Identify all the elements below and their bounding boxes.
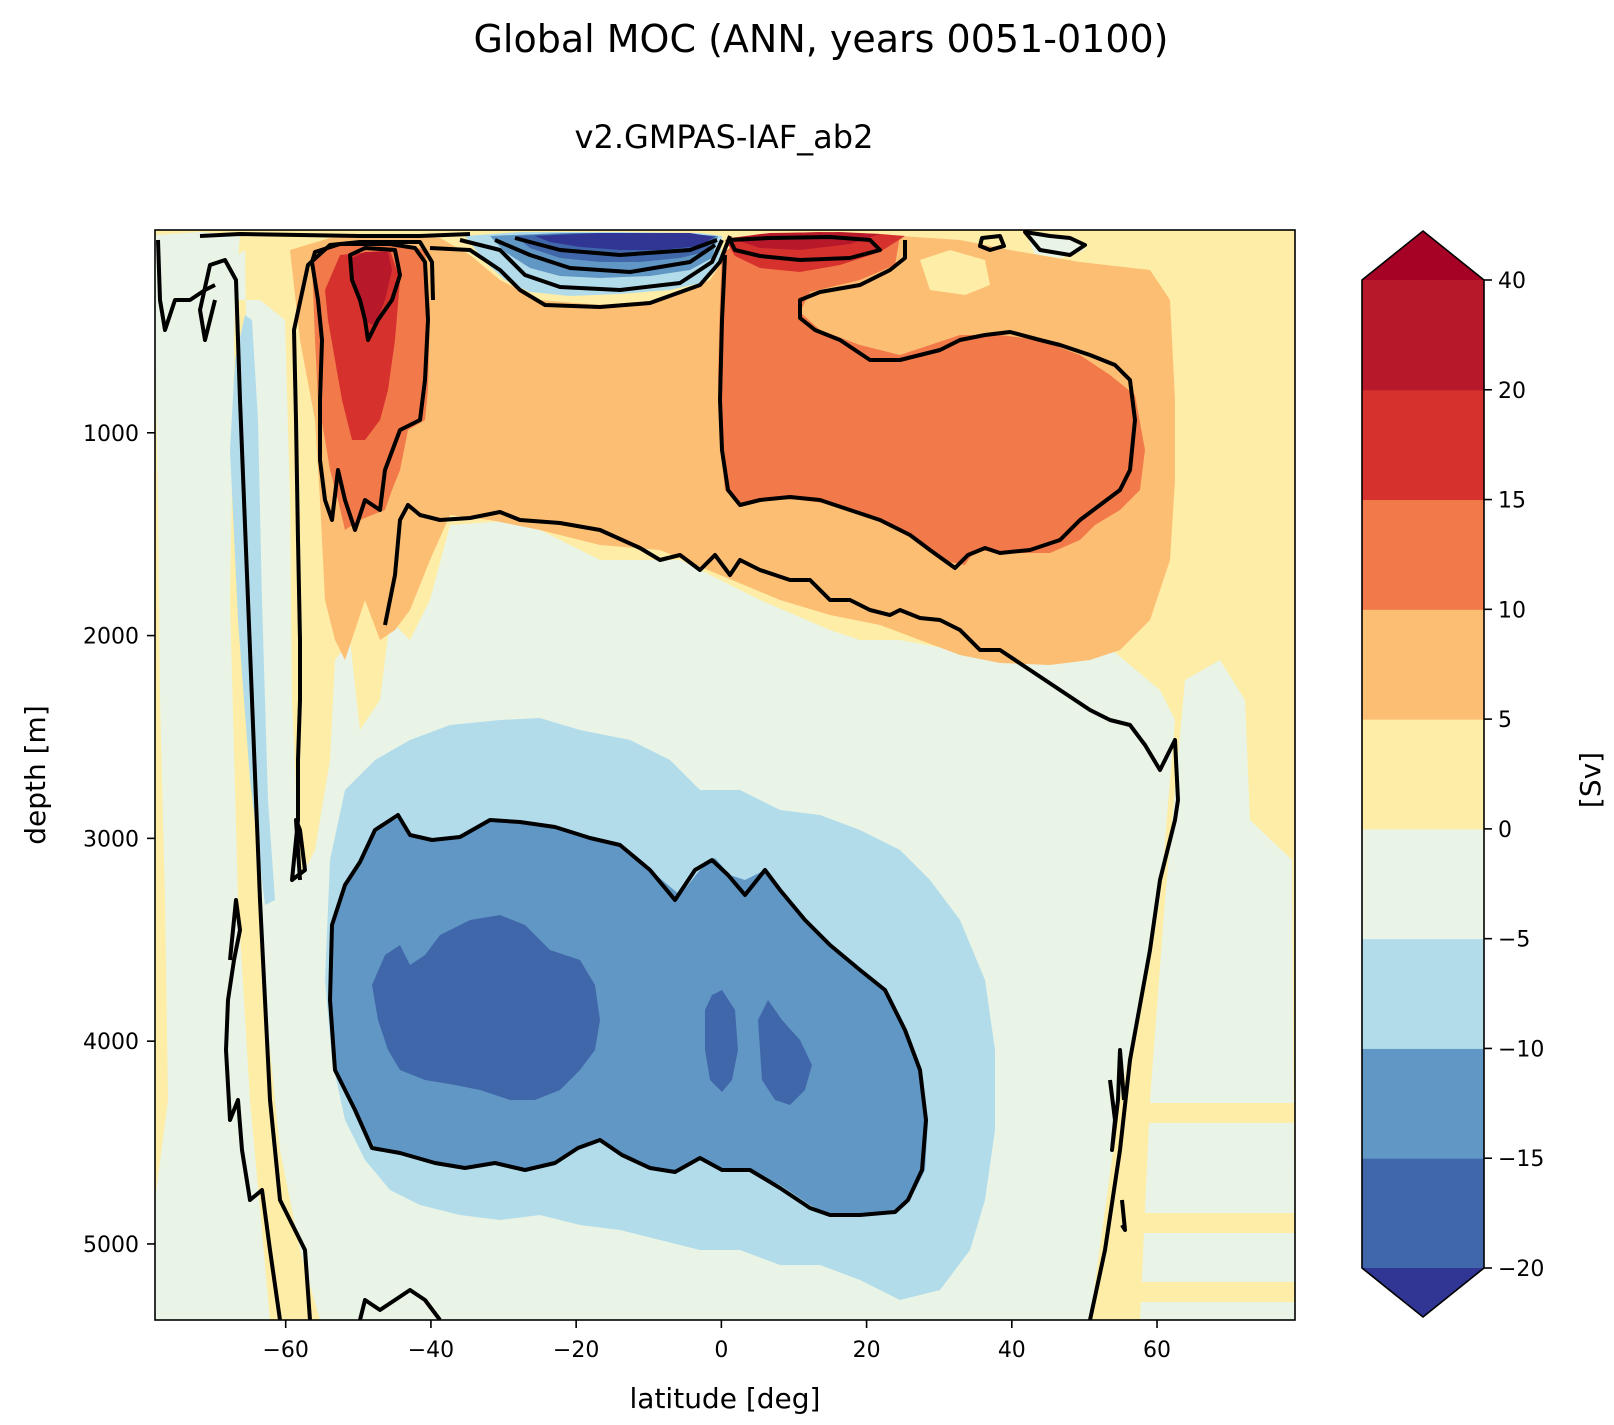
colorbar-segment [1362,499,1484,610]
field-fill-yellow-band-1 [1145,1103,1295,1123]
contour-zero-top-right-loop-1 [978,234,1006,252]
colorbar-extend-min [1362,1268,1484,1317]
x-tick-label: −60 [262,1338,308,1363]
colorbar-tick-label: −10 [1498,1037,1544,1062]
y-axis-ticks: 1000 2000 3000 4000 5000 [83,422,155,1258]
x-axis-label: latitude [deg] [630,1382,821,1415]
colorbar-tick-label: 20 [1498,379,1526,404]
x-tick-label: 0 [714,1338,728,1363]
contour-minus10-surface [494,238,717,274]
x-tick-label: 40 [998,1338,1026,1363]
colorbar-segment [1362,389,1484,501]
x-tick-label: −40 [408,1338,454,1363]
field-fill-minus15-to-minus20-core-east1 [705,990,738,1092]
contour-level-10-south [310,242,430,532]
contour-minus5-surface [459,238,724,292]
x-tick-label: 60 [1143,1338,1171,1363]
colorbar-segment [1362,719,1484,830]
colorbar-tick-label: −5 [1498,928,1530,953]
contour-zero-far-left [156,239,216,332]
colorbar: −20 −15 −10 −5 0 5 10 15 20 40 [1361,229,1544,1319]
colorbar-segment [1362,828,1484,940]
y-tick-label: 5000 [83,1233,139,1258]
contour-zero-top-right-loop-2 [1023,230,1087,257]
plot-area [155,230,1295,1320]
colorbar-extend-max [1362,231,1484,280]
field-fill-below-minus20-surface [535,233,714,250]
field-fill-yellow-band-2 [1140,1213,1295,1233]
colorbar-segment [1362,1048,1484,1159]
field-fill-10-to-15-north [718,236,1145,565]
contour-zero-north-deep-wiggle [1108,1048,1126,1152]
contour-level-20-north [728,235,882,262]
colorbar-tick-label: 10 [1498,598,1526,623]
y-tick-label: 4000 [83,1030,139,1055]
field-fill-0-to-minus5-southern-strip [155,232,270,1320]
contour-zero-surface [429,235,732,309]
field-fill-0-to-minus5-northern-right [1140,660,1295,1320]
contour-minus15-surface [514,236,718,257]
field-fill-minus15-to-minus20-core-east2 [758,1000,812,1105]
chart-title: Global MOC (ANN, years 0051-0100) [473,17,1168,61]
contour-zero-bottom-bumps [358,1288,442,1320]
colorbar-tick-label: −15 [1498,1147,1544,1172]
colorbar-segment [1362,1158,1484,1269]
contour-zero-north-deep-small [1120,1199,1127,1232]
y-axis-label: depth [m] [19,705,52,845]
colorbar-label: [Sv] [1574,752,1607,808]
y-tick-label: 1000 [83,422,139,447]
x-tick-label: −20 [553,1338,599,1363]
field-fill-minus10-to-minus15-abyssal [331,818,928,1215]
plot-frame [154,229,1296,1321]
y-tick-label: 3000 [83,827,139,852]
field-fill-minus15-to-minus20-core-west [372,915,600,1100]
field-fill-yellow-band-3 [1135,1282,1295,1302]
contour-zero-southern-left [198,258,312,1320]
colorbar-tick-label: −20 [1498,1257,1544,1282]
colorbar-tick-label: 40 [1498,269,1526,294]
contour-level-10-north [718,240,1137,570]
contour-zero-upper-band [383,503,1180,1320]
colorbar-segment [1362,280,1484,391]
colorbar-segment [1362,609,1484,720]
contour-zero-wiggle-deep [224,898,282,1320]
contour-minus10-abyssal [328,813,928,1217]
colorbar-tick-label: 5 [1498,708,1512,733]
contour-lines [156,230,1180,1320]
field-fill-0-to-5-top-right [920,250,990,295]
contour-level-20-south [348,246,402,342]
colorbar-segment [1362,938,1484,1049]
colorbar-tick-label: 15 [1498,489,1526,514]
contour-zero-top-surface [199,232,471,238]
x-axis-ticks: −60 −40 −20 0 20 40 60 [262,1320,1171,1363]
y-tick-label: 2000 [83,625,139,650]
colorbar-tick-label: 0 [1498,818,1512,843]
chart-subtitle: v2.GMPAS-IAF_ab2 [575,118,874,156]
x-tick-label: 20 [853,1338,881,1363]
